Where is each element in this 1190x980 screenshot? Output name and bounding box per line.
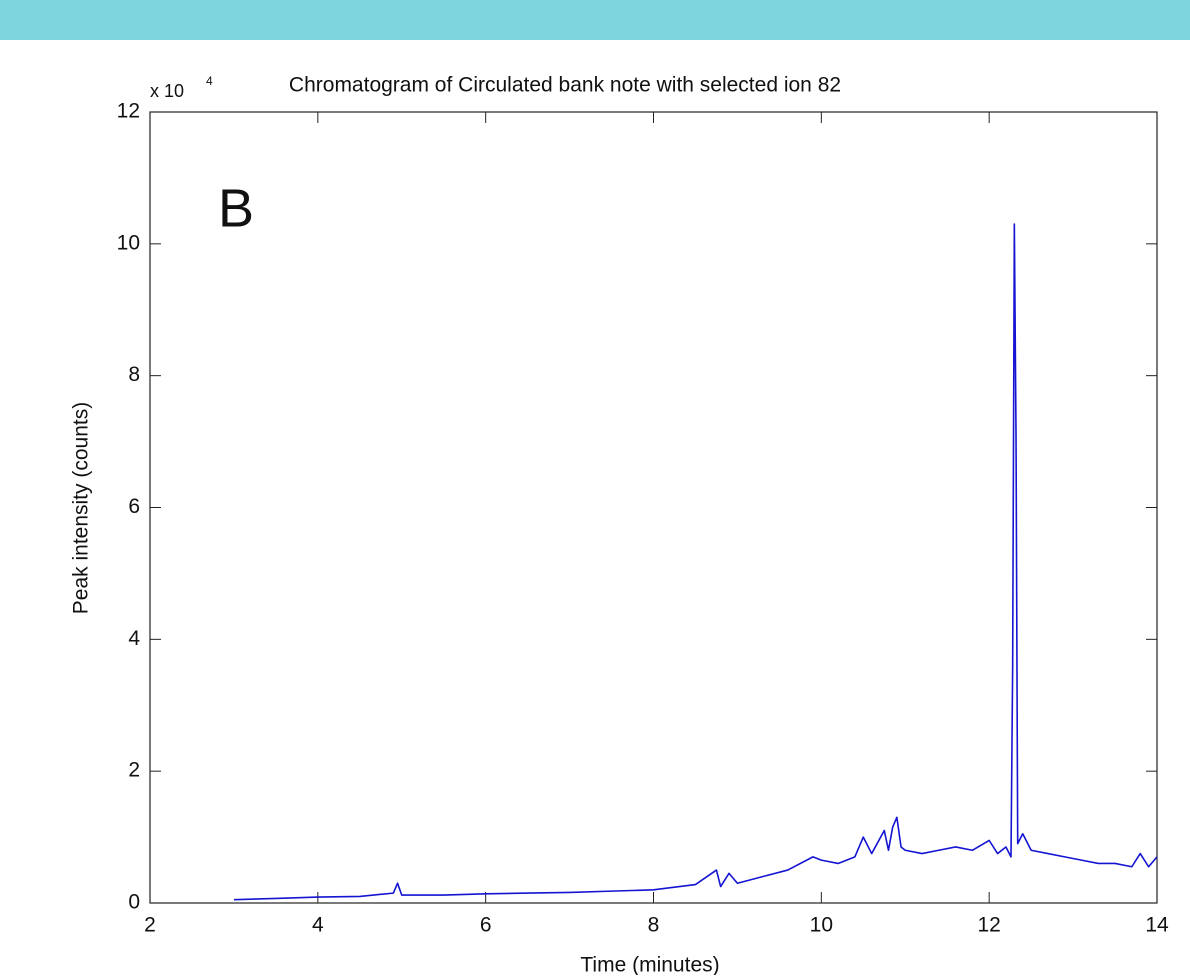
x-axis-label: Time (minutes) — [580, 954, 719, 975]
y-tick-label: 8 — [128, 363, 140, 386]
y-tick-label: 2 — [128, 759, 140, 782]
y-exponent: 4 — [206, 74, 213, 88]
x-tick-label: 4 — [312, 914, 324, 937]
y-tick-label: 4 — [128, 627, 140, 650]
axes-frame — [149, 111, 1158, 904]
y-tick-label: 0 — [128, 891, 140, 914]
x-tick-label: 8 — [648, 914, 660, 937]
y-axis-label: Peak intensity (counts) — [70, 402, 93, 614]
header-band — [0, 0, 1190, 40]
data-line — [233, 223, 1158, 901]
y-multiplier: x 10 — [150, 81, 184, 101]
x-tick-label: 6 — [480, 914, 492, 937]
chart-title: Chromatogram of Circulated bank note wit… — [289, 74, 841, 97]
x-tick-label: 10 — [810, 914, 833, 937]
panel-label: B — [218, 178, 254, 238]
x-tick-label: 14 — [1145, 914, 1169, 937]
x-tick-label: 2 — [144, 914, 156, 937]
y-tick-label: 12 — [117, 100, 140, 123]
x-tick-label: 12 — [977, 914, 1000, 937]
y-tick-label: 6 — [128, 495, 140, 518]
y-tick-label: 10 — [117, 231, 140, 254]
